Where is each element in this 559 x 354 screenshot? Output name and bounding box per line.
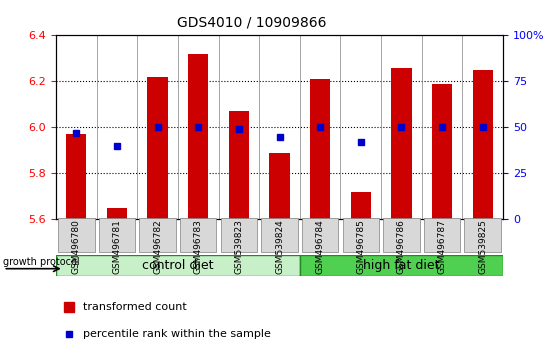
Text: GSM539825: GSM539825 <box>479 219 487 274</box>
FancyBboxPatch shape <box>465 218 501 252</box>
Bar <box>350 192 371 219</box>
FancyBboxPatch shape <box>56 255 300 276</box>
Text: GSM496780: GSM496780 <box>72 219 80 274</box>
FancyBboxPatch shape <box>424 218 461 252</box>
FancyBboxPatch shape <box>98 218 135 252</box>
FancyBboxPatch shape <box>302 218 338 252</box>
FancyBboxPatch shape <box>58 218 94 252</box>
Bar <box>432 84 452 219</box>
Bar <box>310 79 330 219</box>
Bar <box>229 111 249 219</box>
Text: GSM496785: GSM496785 <box>356 219 366 274</box>
Bar <box>391 68 411 219</box>
Bar <box>66 135 87 219</box>
Text: high fat diet: high fat diet <box>363 259 440 272</box>
FancyBboxPatch shape <box>383 218 420 252</box>
FancyBboxPatch shape <box>221 218 257 252</box>
Text: GSM496781: GSM496781 <box>112 219 121 274</box>
Bar <box>188 54 209 219</box>
Text: GSM496786: GSM496786 <box>397 219 406 274</box>
Text: GSM496783: GSM496783 <box>193 219 203 274</box>
Text: GDS4010 / 10909866: GDS4010 / 10909866 <box>177 16 326 30</box>
Text: GSM539824: GSM539824 <box>275 219 284 274</box>
Text: transformed count: transformed count <box>83 302 187 312</box>
Bar <box>472 70 493 219</box>
Text: GSM496782: GSM496782 <box>153 219 162 274</box>
Text: growth protocol: growth protocol <box>3 257 80 267</box>
Bar <box>148 77 168 219</box>
Text: GSM496787: GSM496787 <box>438 219 447 274</box>
FancyBboxPatch shape <box>180 218 216 252</box>
Text: GSM539823: GSM539823 <box>234 219 243 274</box>
Text: control diet: control diet <box>142 259 214 272</box>
Bar <box>107 208 127 219</box>
Text: GSM496784: GSM496784 <box>316 219 325 274</box>
FancyBboxPatch shape <box>261 218 298 252</box>
FancyBboxPatch shape <box>300 255 503 276</box>
FancyBboxPatch shape <box>139 218 176 252</box>
Bar <box>269 153 290 219</box>
FancyBboxPatch shape <box>343 218 379 252</box>
Text: percentile rank within the sample: percentile rank within the sample <box>83 329 271 339</box>
